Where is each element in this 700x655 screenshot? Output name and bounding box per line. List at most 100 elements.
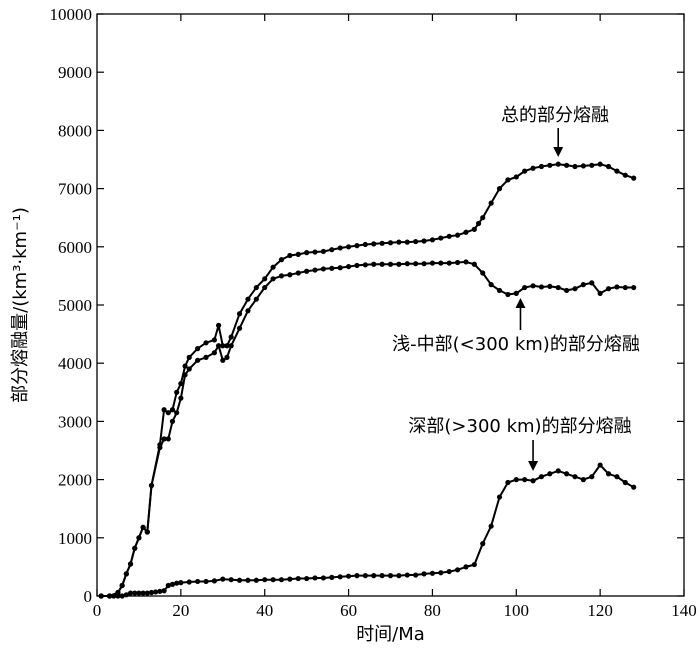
- data-point: [144, 590, 150, 596]
- data-point: [123, 571, 129, 577]
- x-tick-label: 140: [671, 601, 697, 620]
- data-point: [337, 245, 343, 251]
- data-point: [463, 259, 469, 265]
- data-point: [186, 366, 192, 372]
- data-point: [123, 592, 129, 598]
- data-point: [530, 283, 536, 289]
- data-point: [622, 479, 628, 486]
- y-tick-label: 4000: [58, 354, 92, 373]
- data-point: [228, 334, 234, 340]
- series-line: [101, 163, 635, 597]
- data-point: [475, 220, 482, 227]
- data-point: [345, 244, 352, 250]
- data-point: [304, 268, 310, 274]
- data-point: [153, 589, 159, 595]
- data-point: [589, 280, 595, 286]
- data-point: [165, 582, 171, 589]
- y-tick-label: 6000: [58, 238, 92, 257]
- data-point: [530, 165, 536, 171]
- data-point: [488, 523, 494, 529]
- data-point: [312, 267, 318, 273]
- series-1: [98, 161, 637, 599]
- data-point: [429, 260, 436, 266]
- data-point: [215, 322, 222, 328]
- data-point: [396, 239, 402, 245]
- data-point: [564, 162, 570, 168]
- data-point: [132, 545, 138, 551]
- data-point: [186, 354, 192, 360]
- y-axis-title: 部分熔融量/(km³·km⁻¹): [10, 207, 31, 403]
- data-point: [522, 477, 528, 483]
- x-tick-label: 80: [424, 601, 441, 620]
- data-point: [98, 593, 104, 599]
- data-point: [371, 261, 377, 267]
- data-point: [127, 590, 134, 596]
- data-point: [622, 172, 628, 178]
- arrowhead-icon: [528, 461, 539, 471]
- data-point: [631, 284, 637, 291]
- data-point: [345, 573, 352, 579]
- data-point: [203, 578, 209, 585]
- data-point: [631, 175, 637, 181]
- data-point: [136, 590, 142, 596]
- data-point: [140, 524, 146, 530]
- data-point: [262, 276, 268, 282]
- data-point: [471, 561, 477, 568]
- data-point: [446, 233, 452, 239]
- x-tick-label: 60: [340, 601, 357, 620]
- data-point: [421, 238, 427, 244]
- data-point: [119, 582, 125, 589]
- data-point: [463, 229, 469, 235]
- data-point: [295, 270, 301, 276]
- data-point: [614, 284, 620, 290]
- annotation-3: 深部(>300 km)的部分熔融: [408, 416, 632, 471]
- data-point: [538, 284, 545, 290]
- data-point: [496, 186, 503, 192]
- data-point: [278, 577, 285, 583]
- data-point: [421, 261, 427, 267]
- data-point: [182, 372, 188, 378]
- data-point: [555, 284, 561, 291]
- data-point: [111, 593, 117, 599]
- data-point: [522, 168, 528, 174]
- data-point: [530, 478, 536, 484]
- data-point: [119, 593, 125, 599]
- data-point: [211, 337, 217, 343]
- annotation-2: 浅-中部(<300 km)的部分熔融: [392, 298, 640, 355]
- data-point: [236, 577, 243, 583]
- data-point: [220, 576, 226, 582]
- data-point: [304, 250, 310, 256]
- data-point: [538, 474, 545, 480]
- data-point: [354, 262, 360, 269]
- series-layer: [98, 161, 637, 599]
- data-point: [454, 232, 461, 238]
- data-point: [413, 572, 419, 578]
- data-point: [178, 395, 184, 401]
- data-point: [127, 561, 134, 567]
- data-point: [211, 578, 217, 584]
- x-tick-label: 40: [256, 601, 273, 620]
- data-point: [253, 577, 259, 583]
- data-point: [597, 462, 603, 468]
- data-point: [203, 340, 209, 346]
- data-point: [488, 282, 494, 288]
- data-point: [132, 590, 138, 596]
- data-point: [253, 296, 259, 302]
- data-point: [538, 163, 545, 170]
- data-point: [287, 272, 293, 278]
- data-point: [379, 240, 385, 246]
- data-point: [312, 575, 318, 581]
- annotation-label: 深部(>300 km)的部分熔融: [408, 416, 631, 437]
- data-point: [471, 226, 477, 232]
- data-point: [480, 215, 486, 221]
- data-point: [329, 247, 335, 253]
- data-point: [446, 260, 452, 266]
- data-point: [580, 163, 586, 169]
- data-point: [287, 252, 293, 259]
- y-tick-label: 7000: [58, 180, 92, 199]
- data-point: [572, 286, 578, 292]
- arrowhead-icon: [553, 147, 564, 157]
- data-point: [148, 482, 155, 489]
- series-2: [98, 259, 637, 599]
